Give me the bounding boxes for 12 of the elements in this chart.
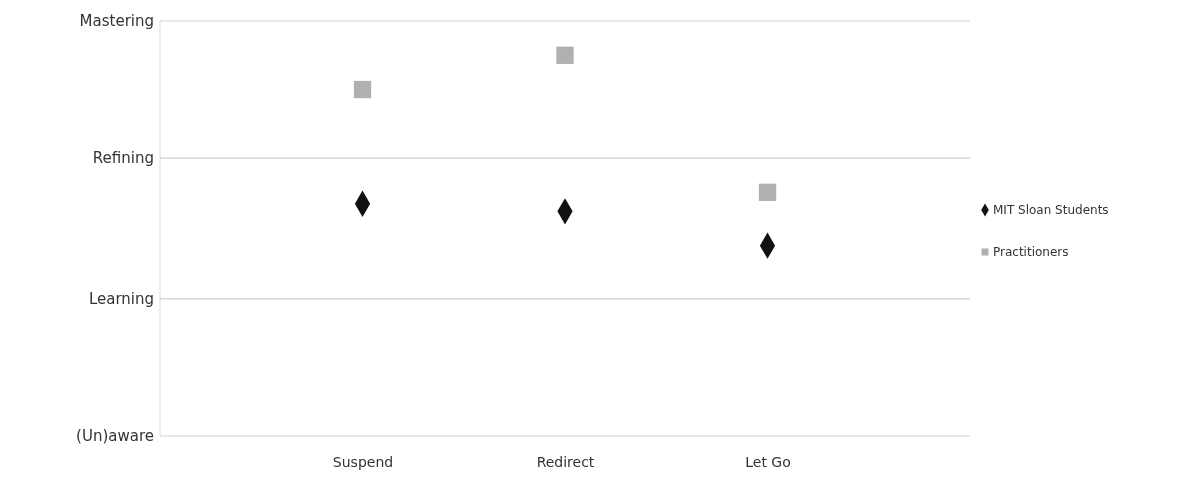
ref-line-label: (Un)aware: [76, 427, 154, 446]
x-tick-label: Redirect: [536, 454, 595, 470]
legend-label: MIT Sloan Students: [993, 203, 1109, 218]
point: [353, 80, 372, 99]
legend-label: Practitioners: [993, 245, 1069, 260]
x-tick-label: Suspend: [332, 454, 394, 470]
ref-line-label: Refining: [92, 149, 154, 168]
x-tick-label: Let Go: [745, 454, 791, 470]
ref-line-label: Learning: [88, 290, 154, 309]
ref-line-label: Mastering: [79, 12, 154, 31]
point: [758, 183, 777, 201]
point: [556, 46, 574, 64]
